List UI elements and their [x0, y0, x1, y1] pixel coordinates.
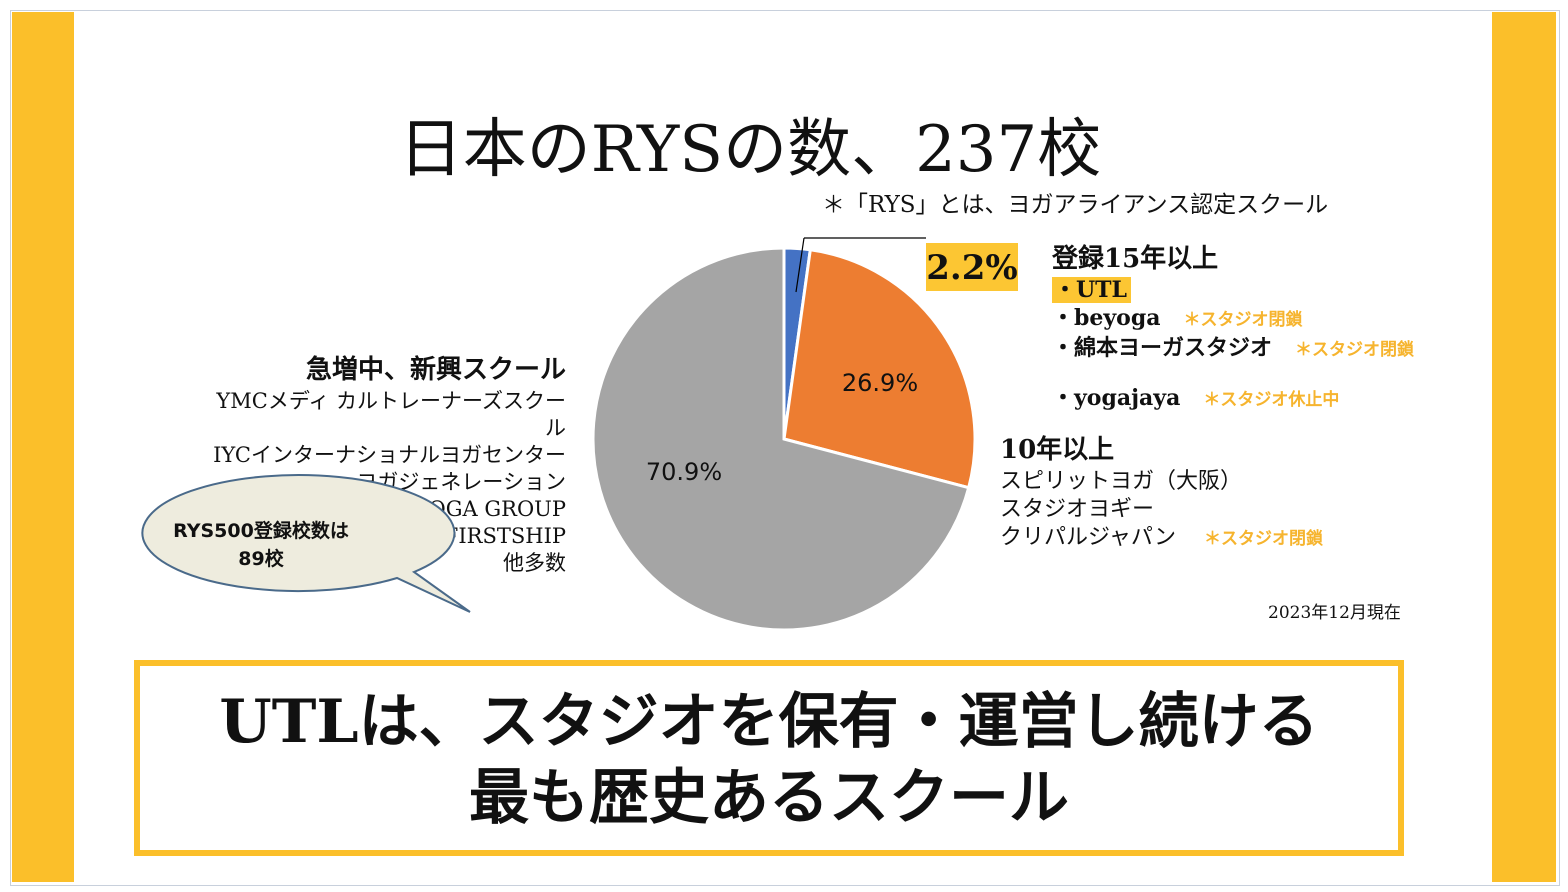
left-accent-bar: [12, 12, 74, 882]
right-mid-heading: 10年以上: [1000, 435, 1115, 465]
pie-slice-gray: [591, 246, 971, 632]
list-item: ・綿本ヨーガスタジオ ＊スタジオ閉鎖: [1052, 334, 1414, 364]
list-item: ・yogajaya ＊スタジオ休止中: [1052, 384, 1414, 414]
right-top-group: 登録15年以上 ・UTL ・beyoga ＊スタジオ閉鎖 ・綿本ヨーガスタジオ …: [1052, 242, 1414, 414]
conclusion-line-1: UTLは、スタジオを保有・運営し続ける: [219, 687, 1319, 757]
highlight-badge: [926, 243, 1018, 291]
slide: 日本のRYSの数、237校 ＊「RYS」とは、ヨガアライアンス認定スクール 26…: [74, 12, 1492, 882]
conclusion-line-2: 最も歴史あるスクール: [469, 763, 1069, 833]
list-item: FIRSTSHIP: [443, 524, 566, 548]
list-item: ・beyoga ＊スタジオ閉鎖: [1052, 304, 1414, 334]
list-item: YMCメディ カルトレーナーズスクー: [216, 389, 566, 413]
list-item: ・UTL: [1052, 276, 1414, 304]
school-name: ・yogajaya: [1052, 385, 1181, 411]
school-note: ＊スタジオ休止中: [1203, 390, 1340, 410]
slice-label-orange: 26.9%: [842, 369, 918, 397]
slice-label-blue: 2.2%: [926, 248, 1018, 288]
right-top-heading: 登録15年以上: [1052, 244, 1219, 274]
school-note: ＊スタジオ閉鎖: [1295, 340, 1414, 360]
speech-bubble-shape: [141, 474, 471, 613]
emerging-schools-block: 急増中、新興スクール YMCメディ カルトレーナーズスクー ル IYCインターナ…: [166, 352, 566, 577]
page-title: 日本のRYSの数、237校: [398, 113, 1102, 187]
list-item: IYCインターナショナルヨガセンター: [213, 443, 566, 467]
date-note: 2023年12月現在: [1268, 603, 1401, 623]
slice-label-gray: 70.9%: [646, 458, 722, 486]
bubble-text: RYS500登録校数は 89校: [138, 517, 384, 573]
speech-bubble: [141, 474, 471, 613]
emerging-heading: 急増中、新興スクール: [305, 355, 566, 385]
list-item: スタジオヨギー: [1000, 497, 1155, 522]
list-item: クリパルジャパン ＊スタジオ閉鎖: [1000, 524, 1323, 553]
pie-chart: 26.9% 70.9%: [591, 237, 977, 632]
list-item: ル: [545, 416, 566, 440]
bubble-line: RYS500登録校数は: [173, 520, 349, 542]
school-note: ＊スタジオ閉鎖: [1183, 310, 1303, 330]
list-item: スピリットヨガ（大阪）: [1000, 469, 1243, 494]
bubble-line: 89校: [238, 548, 284, 570]
list-item: 他多数: [503, 551, 566, 575]
school-name: ・綿本ヨーガスタジオ: [1052, 335, 1273, 361]
school-name: ・beyoga: [1052, 305, 1161, 331]
subtitle: ＊「RYS」とは、ヨガアライアンス認定スクール: [822, 192, 1329, 218]
right-mid-group: 10年以上 スピリットヨガ（大阪） スタジオヨギー クリパルジャパン ＊スタジオ…: [1000, 432, 1323, 553]
school-note: ＊スタジオ閉鎖: [1204, 529, 1323, 549]
school-name: クリパルジャパン: [1000, 525, 1177, 550]
pie-slice-orange: [782, 248, 977, 490]
utl-name: ・UTL: [1052, 277, 1132, 303]
leader-line: [795, 237, 805, 293]
conclusion-box: UTLは、スタジオを保有・運営し続ける 最も歴史あるスクール: [134, 660, 1404, 856]
